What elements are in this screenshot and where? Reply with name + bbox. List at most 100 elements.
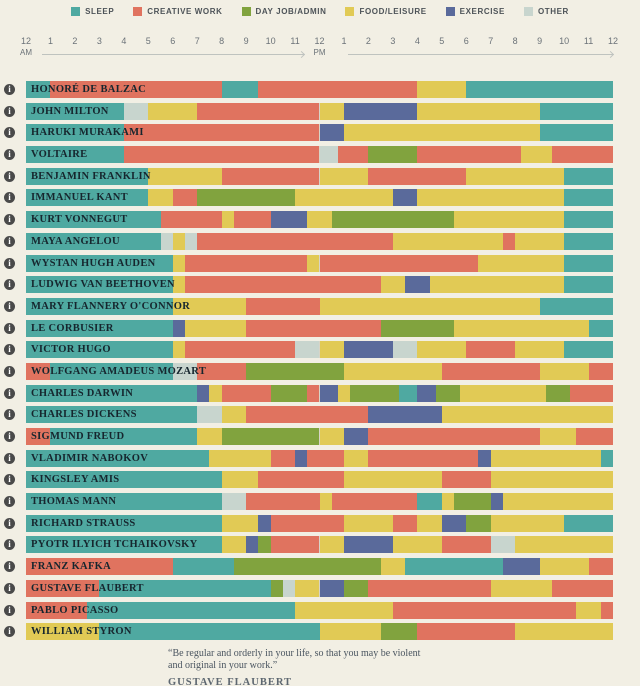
- info-icon[interactable]: i: [4, 257, 15, 269]
- timeline-segment-dayjob[interactable]: [466, 514, 491, 532]
- timeline-segment-food[interactable]: [502, 493, 613, 511]
- timeline-segment-food[interactable]: [392, 232, 503, 250]
- timeline-segment-food[interactable]: [221, 536, 247, 554]
- info-icon[interactable]: i: [4, 149, 15, 161]
- timeline-segment-food[interactable]: [343, 124, 540, 142]
- timeline-segment-sleep[interactable]: [26, 102, 124, 120]
- timeline-segment-creative[interactable]: [368, 449, 479, 467]
- timeline-segment-exercise[interactable]: [343, 102, 418, 120]
- timeline-segment-sleep[interactable]: [564, 211, 613, 229]
- timeline-segment-creative[interactable]: [270, 514, 344, 532]
- timeline-segment-creative[interactable]: [26, 558, 173, 576]
- timeline-segment-sleep[interactable]: [564, 189, 613, 207]
- info-icon[interactable]: i: [4, 474, 15, 486]
- timeline-segment-sleep[interactable]: [26, 319, 173, 337]
- timeline-segment-creative[interactable]: [368, 428, 540, 445]
- timeline-segment-exercise[interactable]: [502, 558, 540, 576]
- timeline-segment-creative[interactable]: [570, 384, 613, 402]
- timeline-segment-dayjob[interactable]: [368, 146, 418, 164]
- timeline-segment-food[interactable]: [221, 471, 259, 489]
- timeline-segment-exercise[interactable]: [343, 341, 393, 359]
- timeline-segment-food[interactable]: [490, 449, 601, 467]
- timeline-segment-sleep[interactable]: [26, 146, 124, 164]
- timeline-segment-sleep[interactable]: [26, 493, 222, 511]
- timeline-segment-exercise[interactable]: [319, 384, 338, 402]
- timeline-segment-creative[interactable]: [172, 189, 198, 207]
- timeline-segment-creative[interactable]: [233, 211, 271, 229]
- timeline-segment-exercise[interactable]: [441, 514, 467, 532]
- timeline-segment-creative[interactable]: [246, 319, 381, 337]
- timeline-segment-sleep[interactable]: [99, 579, 271, 597]
- timeline-segment-sleep[interactable]: [172, 558, 234, 576]
- timeline-segment-other[interactable]: [197, 406, 222, 424]
- timeline-segment-creative[interactable]: [368, 167, 467, 185]
- timeline-segment-sleep[interactable]: [564, 167, 613, 185]
- timeline-segment-dayjob[interactable]: [270, 579, 283, 597]
- timeline-segment-creative[interactable]: [197, 102, 320, 120]
- timeline-segment-food[interactable]: [490, 514, 565, 532]
- timeline-segment-dayjob[interactable]: [545, 384, 571, 402]
- timeline-segment-sleep[interactable]: [26, 189, 149, 207]
- timeline-segment-sleep[interactable]: [539, 102, 613, 120]
- timeline-segment-sleep[interactable]: [26, 124, 124, 142]
- timeline-segment-sleep[interactable]: [26, 297, 173, 315]
- timeline-segment-food[interactable]: [319, 297, 540, 315]
- timeline-segment-sleep[interactable]: [26, 276, 173, 294]
- timeline-segment-food[interactable]: [221, 514, 259, 532]
- timeline-segment-creative[interactable]: [441, 362, 540, 380]
- timeline-segment-creative[interactable]: [160, 211, 222, 229]
- timeline-segment-creative[interactable]: [197, 362, 247, 380]
- timeline-segment-other[interactable]: [282, 579, 296, 597]
- timeline-segment-creative[interactable]: [270, 449, 296, 467]
- timeline-segment-food[interactable]: [515, 341, 565, 359]
- timeline-segment-other[interactable]: [221, 493, 247, 511]
- timeline-segment-creative[interactable]: [246, 297, 320, 315]
- info-icon[interactable]: i: [4, 409, 15, 421]
- timeline-segment-other[interactable]: [490, 536, 516, 554]
- info-icon[interactable]: i: [4, 279, 15, 291]
- timeline-segment-food[interactable]: [172, 254, 185, 272]
- timeline-segment-exercise[interactable]: [319, 124, 344, 142]
- timeline-segment-creative[interactable]: [331, 493, 418, 511]
- timeline-segment-exercise[interactable]: [319, 579, 344, 597]
- timeline-segment-food[interactable]: [295, 579, 320, 597]
- info-icon[interactable]: i: [4, 387, 15, 399]
- timeline-segment-food[interactable]: [343, 471, 442, 489]
- timeline-segment-exercise[interactable]: [258, 514, 271, 532]
- timeline-segment-exercise[interactable]: [246, 536, 259, 554]
- timeline-segment-food[interactable]: [539, 428, 577, 445]
- timeline-segment-creative[interactable]: [221, 167, 320, 185]
- timeline-segment-exercise[interactable]: [197, 384, 210, 402]
- timeline-segment-food[interactable]: [515, 623, 613, 641]
- info-icon[interactable]: i: [4, 431, 15, 442]
- timeline-segment-sleep[interactable]: [26, 449, 210, 467]
- timeline-segment-food[interactable]: [515, 536, 613, 554]
- timeline-segment-sleep[interactable]: [26, 81, 51, 98]
- timeline-segment-food[interactable]: [478, 254, 565, 272]
- timeline-segment-sleep[interactable]: [564, 341, 613, 359]
- timeline-segment-food[interactable]: [417, 81, 467, 98]
- info-icon[interactable]: i: [4, 561, 15, 573]
- timeline-segment-sleep[interactable]: [99, 623, 320, 641]
- timeline-segment-creative[interactable]: [576, 428, 613, 445]
- timeline-segment-food[interactable]: [380, 276, 406, 294]
- timeline-segment-sleep[interactable]: [564, 232, 613, 250]
- timeline-segment-creative[interactable]: [123, 146, 320, 164]
- timeline-segment-food[interactable]: [307, 211, 332, 229]
- timeline-segment-sleep[interactable]: [466, 81, 613, 98]
- timeline-segment-food[interactable]: [172, 232, 185, 250]
- timeline-segment-creative[interactable]: [502, 232, 516, 250]
- timeline-segment-food[interactable]: [337, 384, 351, 402]
- info-icon[interactable]: i: [4, 300, 15, 312]
- timeline-segment-food[interactable]: [417, 514, 442, 532]
- timeline-segment-food[interactable]: [221, 406, 247, 424]
- timeline-segment-creative[interactable]: [123, 124, 320, 142]
- timeline-segment-food[interactable]: [490, 579, 552, 597]
- timeline-segment-sleep[interactable]: [26, 536, 222, 554]
- timeline-segment-sleep[interactable]: [26, 232, 161, 250]
- timeline-segment-other[interactable]: [172, 362, 198, 380]
- timeline-segment-sleep[interactable]: [539, 124, 613, 142]
- timeline-segment-sleep[interactable]: [26, 341, 173, 359]
- timeline-segment-creative[interactable]: [246, 493, 320, 511]
- timeline-segment-exercise[interactable]: [368, 406, 442, 424]
